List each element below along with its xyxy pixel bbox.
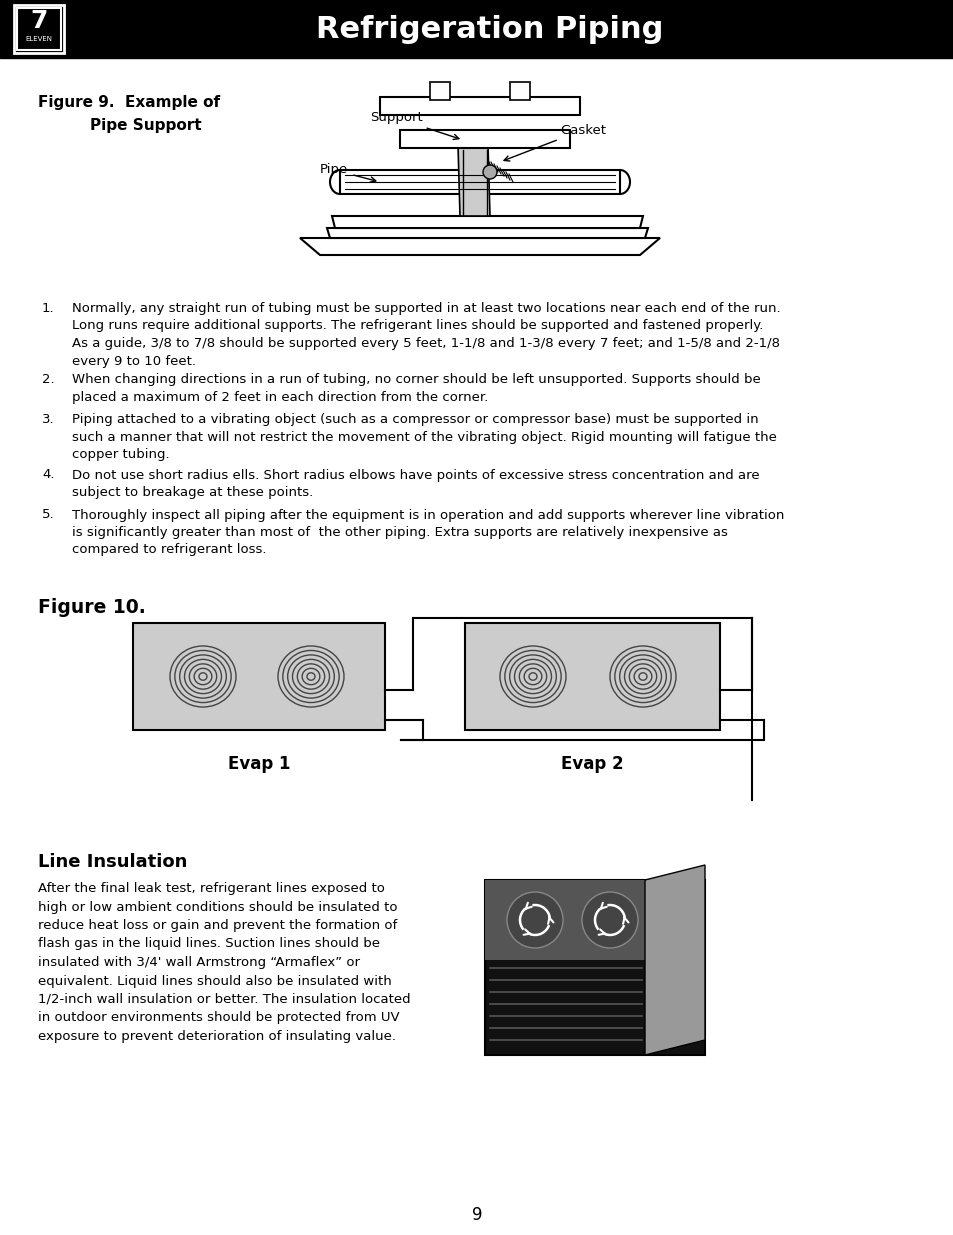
Bar xyxy=(430,82,450,100)
Text: Do not use short radius ells. Short radius elbows have points of excessive stres: Do not use short radius ells. Short radi… xyxy=(71,468,759,499)
Text: 2.: 2. xyxy=(42,373,54,387)
Bar xyxy=(132,622,385,730)
Text: Thoroughly inspect all piping after the equipment is in operation and add suppor: Thoroughly inspect all piping after the … xyxy=(71,509,783,557)
Text: Line Insulation: Line Insulation xyxy=(38,853,187,871)
Bar xyxy=(399,130,569,148)
Text: 7: 7 xyxy=(30,9,48,33)
Text: ELEVEN: ELEVEN xyxy=(26,36,52,42)
Bar xyxy=(464,622,720,730)
Text: Evap 1: Evap 1 xyxy=(228,755,290,773)
Text: Pipe: Pipe xyxy=(319,163,375,182)
Text: Support: Support xyxy=(370,111,458,140)
Text: 1.: 1. xyxy=(42,303,54,315)
Circle shape xyxy=(482,165,497,179)
Text: 3.: 3. xyxy=(42,412,54,426)
Text: 5.: 5. xyxy=(42,509,54,521)
Bar xyxy=(510,82,530,100)
Bar xyxy=(14,5,64,53)
Text: When changing directions in a run of tubing, no corner should be left unsupporte: When changing directions in a run of tub… xyxy=(71,373,760,404)
Text: 4.: 4. xyxy=(42,468,54,482)
Bar xyxy=(484,881,704,960)
Circle shape xyxy=(581,892,638,948)
Polygon shape xyxy=(457,144,490,216)
Text: Figure 9.  Example of: Figure 9. Example of xyxy=(38,95,220,110)
Text: 9: 9 xyxy=(471,1207,482,1224)
Bar xyxy=(339,170,619,194)
Text: Piping attached to a vibrating object (such as a compressor or compressor base) : Piping attached to a vibrating object (s… xyxy=(71,412,776,461)
Text: Refrigeration Piping: Refrigeration Piping xyxy=(316,15,663,43)
Bar xyxy=(379,98,579,115)
Polygon shape xyxy=(644,864,704,1055)
Text: After the final leak test, refrigerant lines exposed to
high or low ambient cond: After the final leak test, refrigerant l… xyxy=(38,882,410,1044)
Polygon shape xyxy=(327,228,647,238)
Bar xyxy=(484,881,704,1055)
Polygon shape xyxy=(332,216,642,228)
Text: Evap 2: Evap 2 xyxy=(560,755,623,773)
Text: Figure 10.: Figure 10. xyxy=(38,598,146,618)
Bar xyxy=(0,0,953,58)
Bar xyxy=(17,7,61,49)
Polygon shape xyxy=(299,238,659,254)
Text: Normally, any straight run of tubing must be supported in at least two locations: Normally, any straight run of tubing mus… xyxy=(71,303,780,368)
Circle shape xyxy=(506,892,562,948)
Text: Pipe Support: Pipe Support xyxy=(90,119,201,133)
Text: Gasket: Gasket xyxy=(503,124,605,161)
